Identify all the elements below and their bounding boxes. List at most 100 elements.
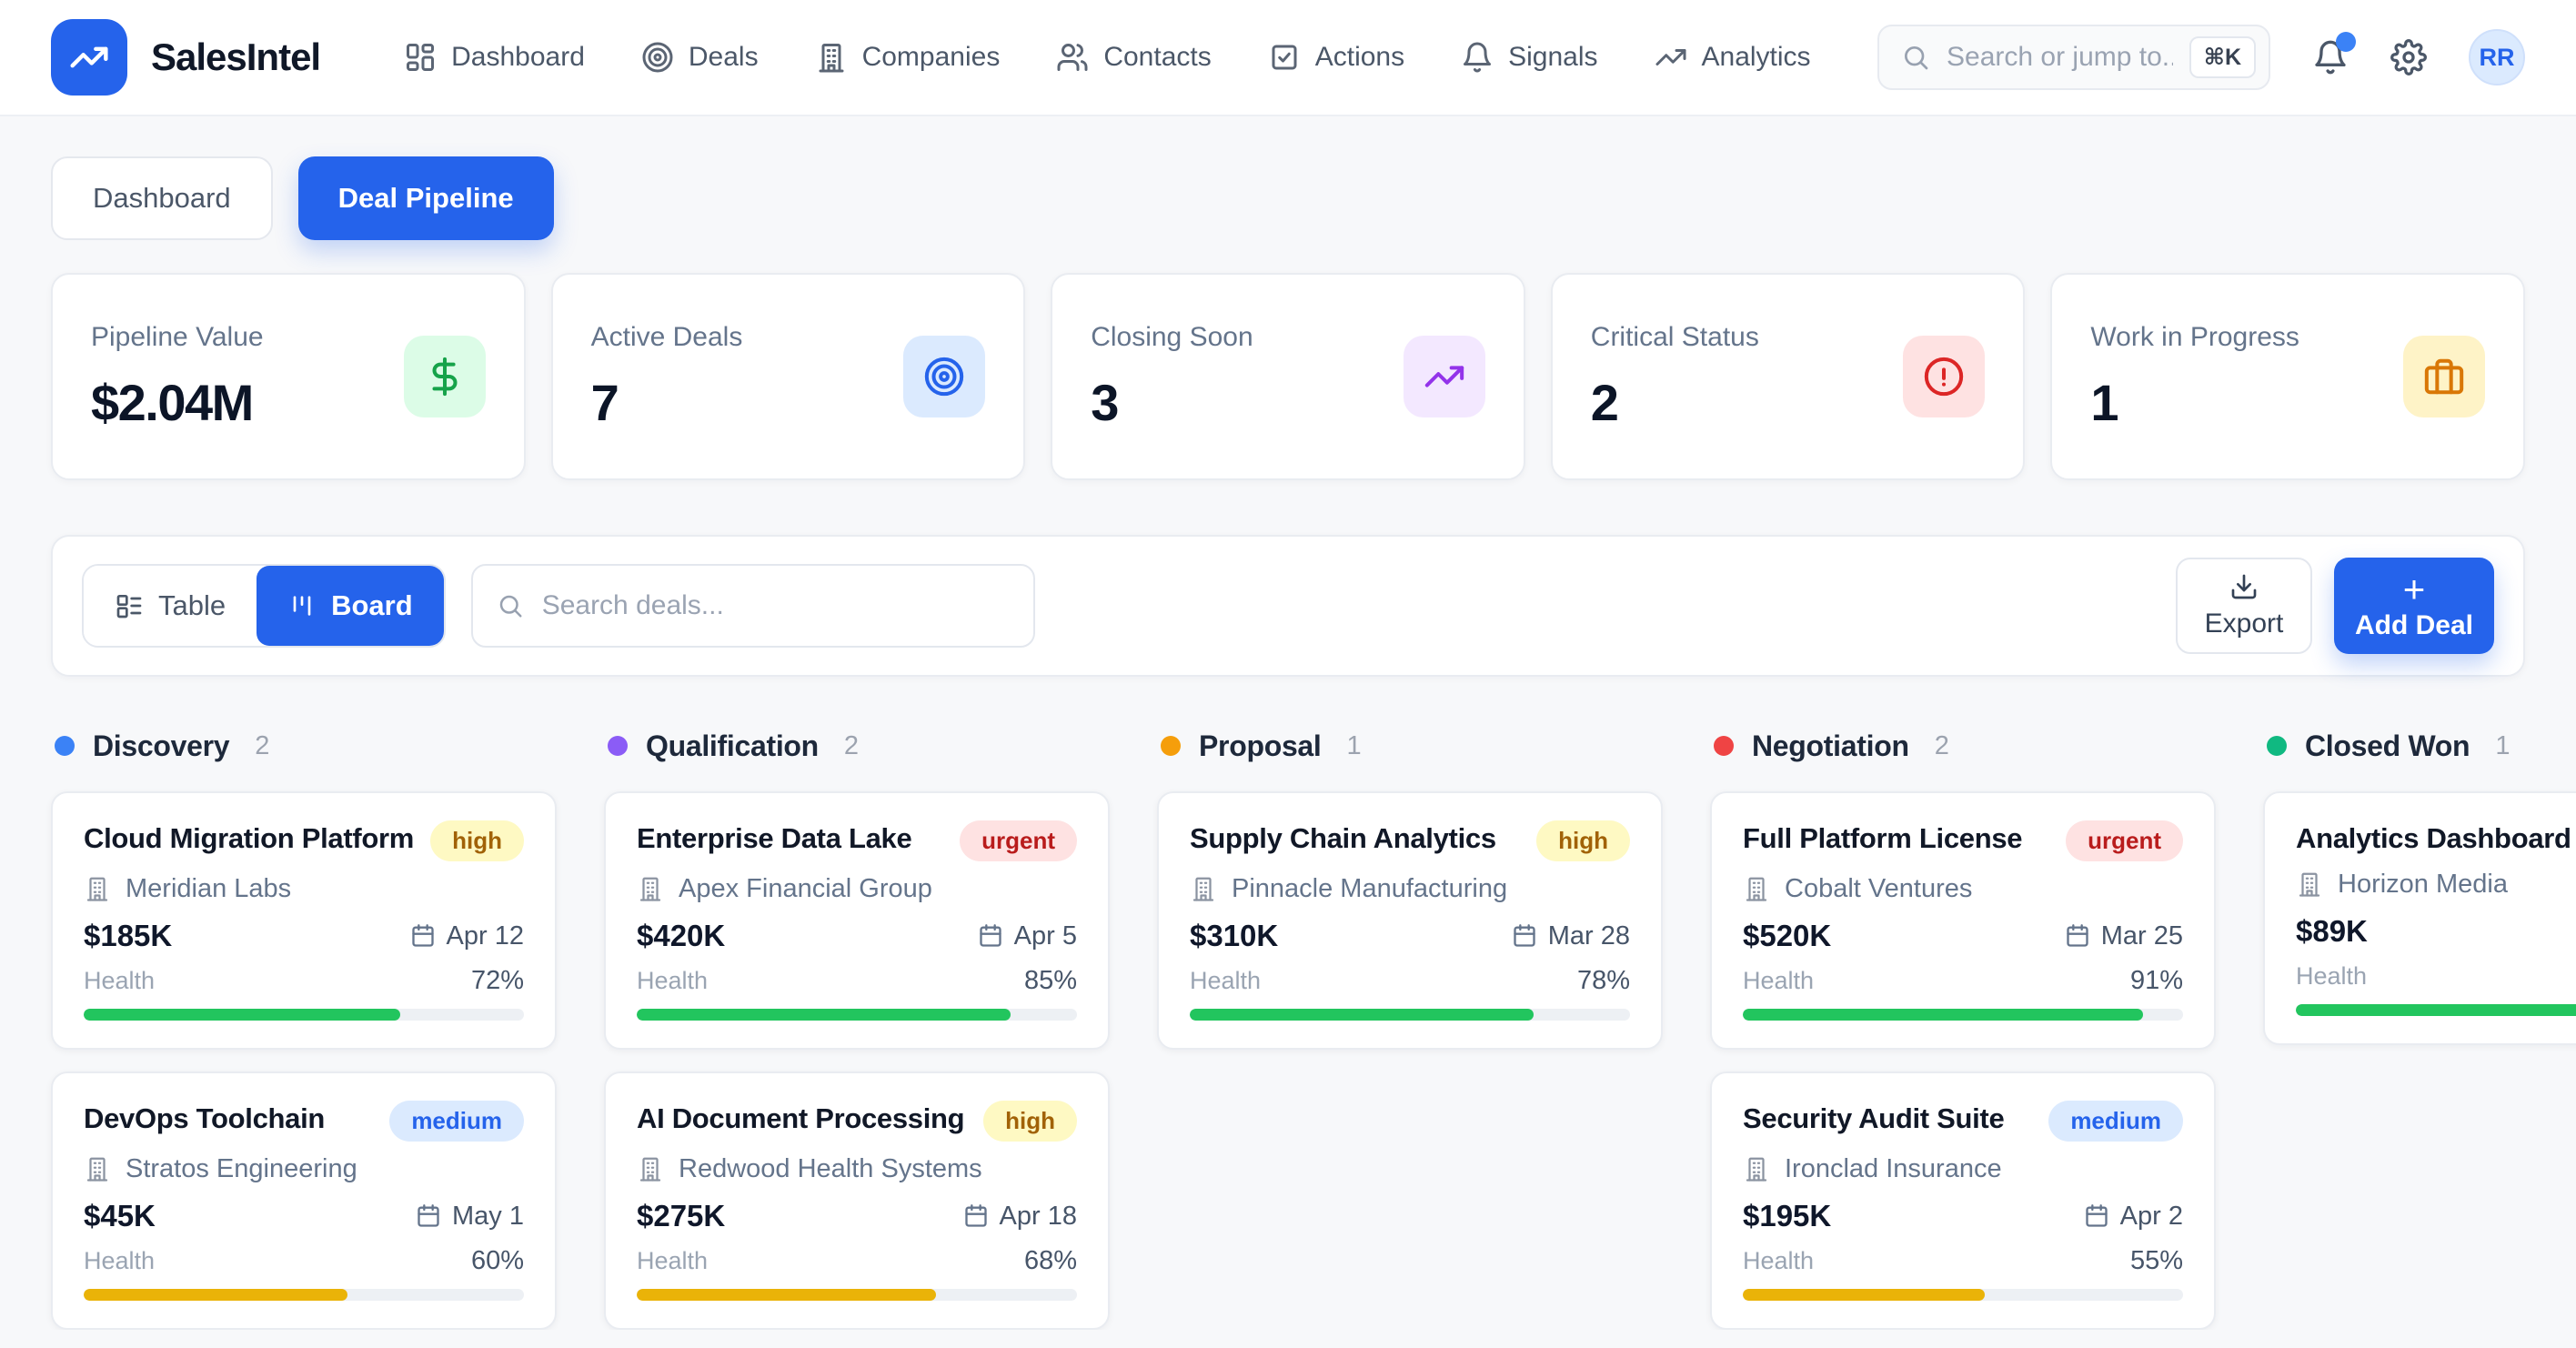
stats-row: Pipeline Value $2.04M Active Deals 7 Clo… (0, 273, 2576, 480)
deal-title: Enterprise Data Lake (637, 822, 912, 854)
deal-search[interactable] (470, 564, 1035, 648)
close-date: Apr 5 (1013, 921, 1077, 951)
health-percent: 78% (1576, 966, 1630, 996)
nav-item-analytics[interactable]: Analytics (1655, 41, 1811, 74)
target-icon (903, 336, 986, 417)
stage-name: Closed Won (2305, 729, 2470, 762)
app-header: SalesIntel Dashboard Deals Companies Con… (0, 0, 2576, 116)
stage-name: Negotiation (1752, 729, 1909, 762)
deal-value: $420K (637, 919, 726, 953)
search-icon (1901, 43, 1930, 72)
deal-card[interactable]: DevOps Toolchain medium Stratos Engineer… (51, 1071, 557, 1331)
health-bar-fill (637, 1009, 1011, 1021)
avatar[interactable]: RR (2469, 29, 2525, 86)
health-percent: 85% (1023, 966, 1077, 996)
nav-item-companies[interactable]: Companies (815, 41, 1000, 74)
health-label: Health (637, 1247, 709, 1275)
calendar-icon (2065, 923, 2090, 949)
priority-badge: high (983, 1101, 1077, 1142)
deal-card[interactable]: Full Platform License urgent Cobalt Vent… (1710, 791, 2216, 1051)
nav-label: Signals (1508, 42, 1598, 72)
nav-item-deals[interactable]: Deals (641, 41, 759, 74)
deal-title: AI Document Processing (637, 1102, 965, 1135)
tab-dashboard[interactable]: Dashboard (51, 156, 273, 240)
stage-count: 2 (255, 730, 270, 760)
deal-card[interactable]: Security Audit Suite medium Ironclad Ins… (1710, 1071, 2216, 1331)
main-nav: Dashboard Deals Companies Contacts Actio… (404, 41, 1811, 74)
add-deal-label: Add Deal (2354, 610, 2474, 640)
health-percent: 68% (1023, 1246, 1077, 1276)
global-search-input[interactable] (1947, 42, 2173, 73)
stat-card-closing-soon: Closing Soon 3 (1051, 273, 1525, 480)
export-label: Export (2204, 609, 2284, 639)
stat-label: Active Deals (590, 321, 743, 352)
deal-card[interactable]: Cloud Migration Platform high Meridian L… (51, 791, 557, 1051)
gear-icon (2390, 39, 2427, 75)
deal-title: Full Platform License (1743, 822, 2023, 854)
company-name: Stratos Engineering (126, 1154, 357, 1184)
stat-value: 3 (1091, 373, 1119, 431)
add-deal-button[interactable]: + Add Deal (2334, 558, 2494, 654)
deal-search-input[interactable] (541, 590, 1010, 621)
trending-up-icon (1655, 41, 1687, 74)
view-mode-table[interactable]: Table (84, 566, 257, 646)
deal-title: Analytics Dashboard (2296, 822, 2571, 854)
deal-card[interactable]: Enterprise Data Lake urgent Apex Financi… (604, 791, 1110, 1051)
calendar-icon (410, 923, 436, 949)
building-icon (2296, 870, 2323, 898)
nav-label: Contacts (1103, 42, 1212, 72)
deal-value: $89K (2296, 914, 2368, 948)
tab-deal-pipeline[interactable]: Deal Pipeline (297, 156, 554, 240)
deal-card[interactable]: AI Document Processing high Redwood Heal… (604, 1071, 1110, 1331)
export-button[interactable]: Export (2176, 558, 2312, 654)
view-mode-label: Board (331, 589, 413, 621)
health-bar-fill (637, 1289, 937, 1302)
nav-item-actions[interactable]: Actions (1268, 41, 1404, 74)
stage-name: Qualification (646, 729, 819, 762)
building-icon (1743, 1155, 1770, 1182)
deal-card[interactable]: Supply Chain Analytics high Pinnacle Man… (1157, 791, 1663, 1051)
stage-name: Discovery (93, 729, 230, 762)
priority-badge: urgent (960, 820, 1077, 862)
health-bar-fill (1190, 1009, 1534, 1021)
deal-card[interactable]: Analytics Dashboard Horizon Media $89K H… (2263, 791, 2576, 1045)
health-label: Health (84, 1247, 156, 1275)
nav-label: Actions (1314, 42, 1405, 72)
bell-icon (1461, 41, 1494, 74)
deal-value: $275K (637, 1199, 726, 1233)
stat-card-work-in-progress: Work in Progress 1 (2050, 273, 2525, 480)
health-percent: 91% (2129, 966, 2183, 996)
stat-label: Closing Soon (1091, 321, 1253, 352)
board-toolbar: Table Board (51, 535, 2525, 677)
deal-value: $520K (1743, 919, 1832, 953)
health-percent: 72% (470, 966, 524, 996)
priority-badge: high (430, 820, 524, 862)
nav-item-contacts[interactable]: Contacts (1056, 41, 1212, 74)
close-date: Apr 18 (999, 1202, 1077, 1232)
settings-button[interactable] (2390, 39, 2427, 75)
close-date: May 1 (452, 1202, 524, 1232)
header-actions: ⌘K RR (1877, 25, 2525, 90)
view-mode-board[interactable]: Board (257, 566, 444, 646)
nav-item-signals[interactable]: Signals (1461, 41, 1598, 74)
notifications-button[interactable] (2312, 32, 2356, 75)
health-bar-track (84, 1289, 524, 1302)
health-label: Health (637, 967, 709, 995)
stat-label: Work in Progress (2090, 321, 2299, 352)
company-name: Meridian Labs (126, 874, 292, 904)
calendar-icon (963, 1203, 989, 1229)
global-search[interactable]: ⌘K (1877, 25, 2270, 90)
column-header: Qualification 2 (604, 728, 1110, 764)
close-date: Apr 2 (2119, 1202, 2183, 1232)
health-bar-track (637, 1289, 1077, 1302)
nav-item-dashboard[interactable]: Dashboard (404, 41, 585, 74)
health-bar-fill (2296, 1004, 2576, 1016)
company-name: Cobalt Ventures (1785, 874, 1973, 904)
stage-count: 2 (843, 730, 860, 760)
brand[interactable]: SalesIntel (51, 19, 321, 96)
kanban-column-discovery: Discovery 2 Cloud Migration Platform hig… (51, 728, 557, 1331)
stage-dot (2267, 736, 2287, 756)
building-icon (84, 1155, 111, 1182)
table-list-icon (115, 591, 144, 620)
health-bar-track (1190, 1009, 1630, 1021)
